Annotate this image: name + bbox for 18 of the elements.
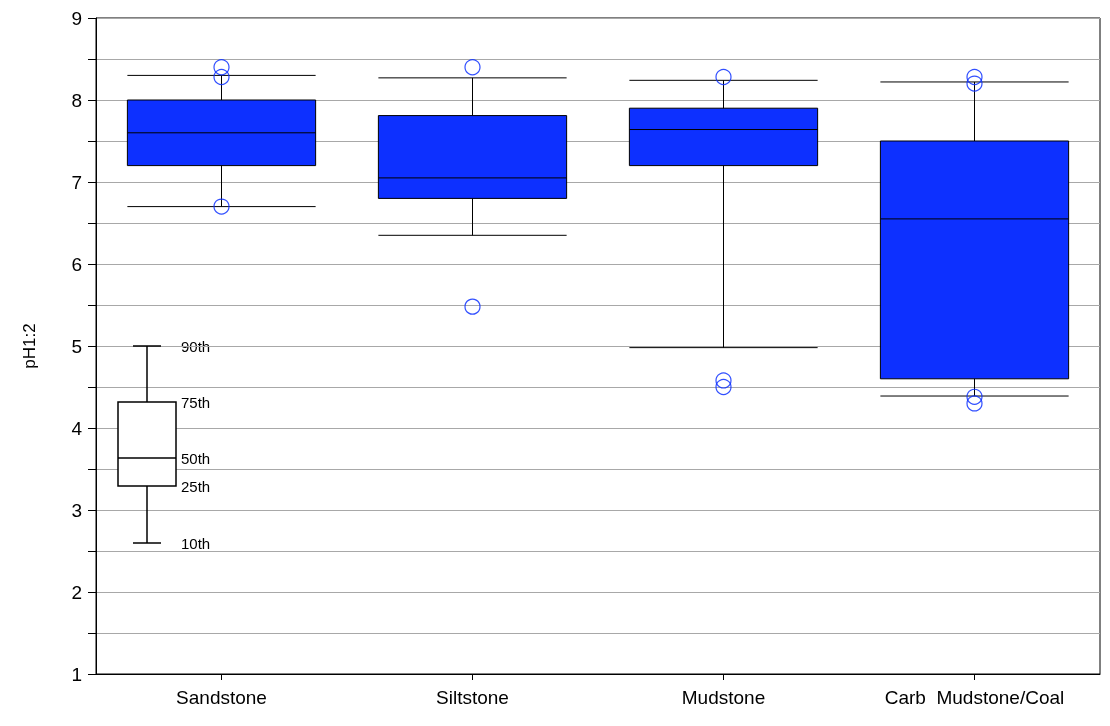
y-tick-label: 8	[71, 89, 82, 111]
x-tick-label: Sandstone	[176, 687, 267, 708]
y-tick-label: 3	[71, 499, 82, 521]
y-axis-title: pH1:2	[20, 323, 39, 369]
x-tick-label: Siltstone	[436, 687, 509, 708]
annotation: 75th	[181, 393, 211, 411]
y-tick-label: 4	[71, 417, 83, 439]
y-tick-label: 7	[71, 171, 82, 193]
x-tick-label: Carb Mudstone/Coal	[884, 687, 1065, 708]
y-tick-label: 1	[71, 663, 82, 685]
y-tick-label: 2	[71, 581, 82, 603]
y-tick-label: 6	[71, 253, 82, 275]
annotation: 50th	[181, 449, 211, 467]
annotation: 25th	[181, 477, 211, 495]
annotation: 10th	[181, 534, 211, 552]
y-tick-label: 9	[71, 7, 82, 29]
y-tick-label: 5	[71, 335, 82, 357]
x-tick-label: Mudstone	[681, 687, 766, 708]
